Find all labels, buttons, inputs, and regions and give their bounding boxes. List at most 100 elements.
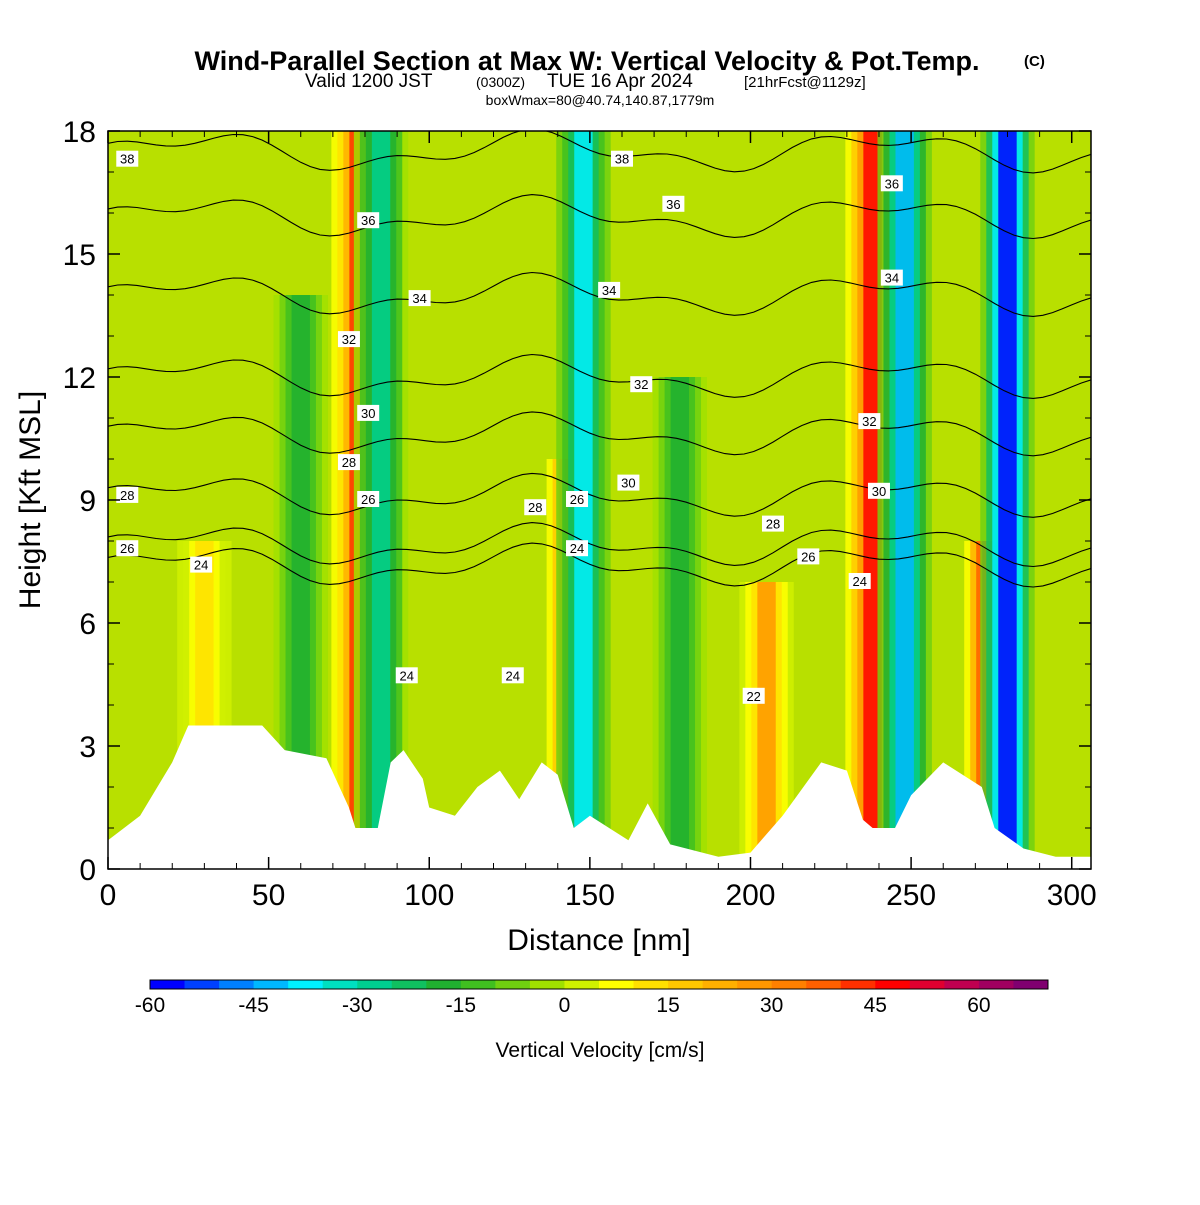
colorbar-swatch (529, 980, 565, 989)
contour-label-text: 24 (194, 558, 208, 573)
contour-label: 26 (357, 491, 380, 507)
contour-label: 32 (630, 376, 653, 393)
x-axis-title: Distance [nm] (507, 924, 690, 957)
colorbar-swatch (806, 980, 842, 989)
colorbar-swatch (288, 980, 324, 989)
contour-label: 24 (566, 540, 589, 557)
contour-label-text: 36 (885, 176, 899, 191)
contour-label: 22 (742, 687, 765, 704)
colorbar-tick-label: 45 (864, 994, 887, 1017)
contour-label: 38 (116, 150, 139, 167)
contour-label-text: 22 (746, 689, 760, 704)
subtitle-utc: (0300Z) (476, 74, 525, 90)
contour-label-text: 34 (602, 283, 616, 298)
colorbar-swatch (944, 980, 980, 989)
colorbar-swatch (150, 980, 186, 989)
contour-labels: 38 38 36 36 36 34 34 34 32 32 32 30 30 30 28 28 28 28 26 26… (116, 150, 903, 704)
colorbar-tick-label: 0 (559, 994, 571, 1017)
velocity-band (757, 582, 776, 869)
colorbar-swatch (184, 980, 220, 989)
colorbar-swatch (840, 980, 876, 989)
y-tick-label: 3 (79, 731, 96, 764)
contour-label-text: 30 (872, 484, 886, 499)
colorbar-swatch (978, 980, 1014, 989)
y-tick-label: 6 (79, 608, 96, 641)
contour-label-text: 26 (120, 541, 134, 556)
colorbar-swatch (460, 980, 496, 989)
colorbar-swatch (668, 980, 704, 989)
contour-label: 28 (761, 515, 784, 532)
contour-label-text: 32 (634, 377, 648, 392)
contour-label: 32 (337, 331, 360, 348)
contour-label: 30 (867, 482, 890, 499)
contour-label: 38 (610, 150, 633, 167)
velocity-band (371, 131, 391, 869)
x-tick-label: 0 (100, 879, 117, 912)
contour-label: 24 (848, 573, 871, 589)
colorbar-tick-label: 60 (967, 994, 990, 1017)
theta-contour (108, 353, 1091, 399)
contour-label-text: 24 (400, 668, 414, 683)
x-tick-label: 250 (886, 879, 936, 912)
contour-label-text: 30 (621, 476, 635, 491)
contour-label-text: 36 (666, 197, 680, 212)
contour-label: 34 (408, 290, 431, 307)
chart-subtitle-box: boxWmax=80@40.74,140.87,1779m (486, 92, 715, 108)
colorbar-tick-label: -45 (238, 994, 268, 1017)
velocity-band (998, 131, 1017, 869)
x-axis: 0 50 100 150 200 250 300 (100, 131, 1097, 912)
contour-label: 34 (598, 281, 621, 298)
contour-label: 24 (190, 556, 213, 573)
contour-label: 28 (524, 499, 547, 516)
subtitle-valid: Valid 1200 JST (305, 71, 433, 92)
colorbar-swatch (737, 980, 773, 989)
colorbar-swatch (219, 980, 255, 989)
chart-title-mark: (C) (1024, 53, 1045, 70)
contour-label-text: 36 (361, 213, 375, 228)
colorbar-swatch (357, 980, 393, 989)
plot-area: 38 38 36 36 36 34 34 34 32 32 32 30 30 30 28 28 28 28 26 26… (107, 130, 1092, 870)
contour-label-text: 26 (801, 549, 815, 564)
colorbar-ticks: -60 -45 -30 -15 0 15 30 45 60 (135, 994, 991, 1017)
terrain (108, 725, 1091, 869)
colorbar-swatch (1013, 980, 1049, 989)
y-tick-label: 0 (79, 854, 96, 887)
colorbar-tick-label: -30 (342, 994, 372, 1017)
colorbar-swatch (564, 980, 600, 989)
contour-label-text: 28 (342, 455, 356, 470)
contour-label: 34 (880, 269, 903, 286)
contour-label-text: 28 (528, 500, 542, 515)
theta-contour (108, 542, 1091, 588)
y-tick-label: 12 (63, 362, 96, 395)
x-tick-label: 150 (565, 879, 615, 912)
contour-label-text: 24 (570, 541, 584, 556)
colorbar-tick-label: 30 (760, 994, 783, 1017)
contour-label: 36 (880, 175, 903, 192)
y-axis-title: Height [Kft MSL] (14, 391, 47, 609)
contour-label: 36 (662, 195, 685, 212)
colorbar-tick-label: 15 (656, 994, 679, 1017)
contour-label-text: 28 (120, 488, 134, 503)
contour-label-text: 32 (342, 332, 356, 347)
contour-label: 28 (116, 486, 139, 503)
x-tick-label: 100 (404, 879, 454, 912)
colorbar (149, 979, 1049, 990)
contour-label-text: 24 (852, 574, 866, 589)
velocity-band (863, 131, 882, 869)
theta-contour (108, 411, 1091, 457)
contour-label: 26 (797, 548, 820, 565)
colorbar-title: Vertical Velocity [cm/s] (496, 1039, 705, 1062)
colorbar-swatch (322, 980, 358, 989)
chart-subtitle: Valid 1200 JST (0300Z) TUE 16 Apr 2024 [… (305, 71, 866, 92)
y-tick-label: 15 (63, 239, 96, 272)
contour-label: 26 (566, 491, 589, 507)
contour-label: 24 (395, 667, 418, 684)
y-tick-label: 9 (79, 485, 96, 518)
colorbar-swatch (391, 980, 427, 989)
y-tick-label: 18 (63, 116, 96, 149)
velocity-band (291, 295, 310, 869)
colorbar-swatch (495, 980, 531, 989)
x-tick-label: 200 (725, 879, 775, 912)
